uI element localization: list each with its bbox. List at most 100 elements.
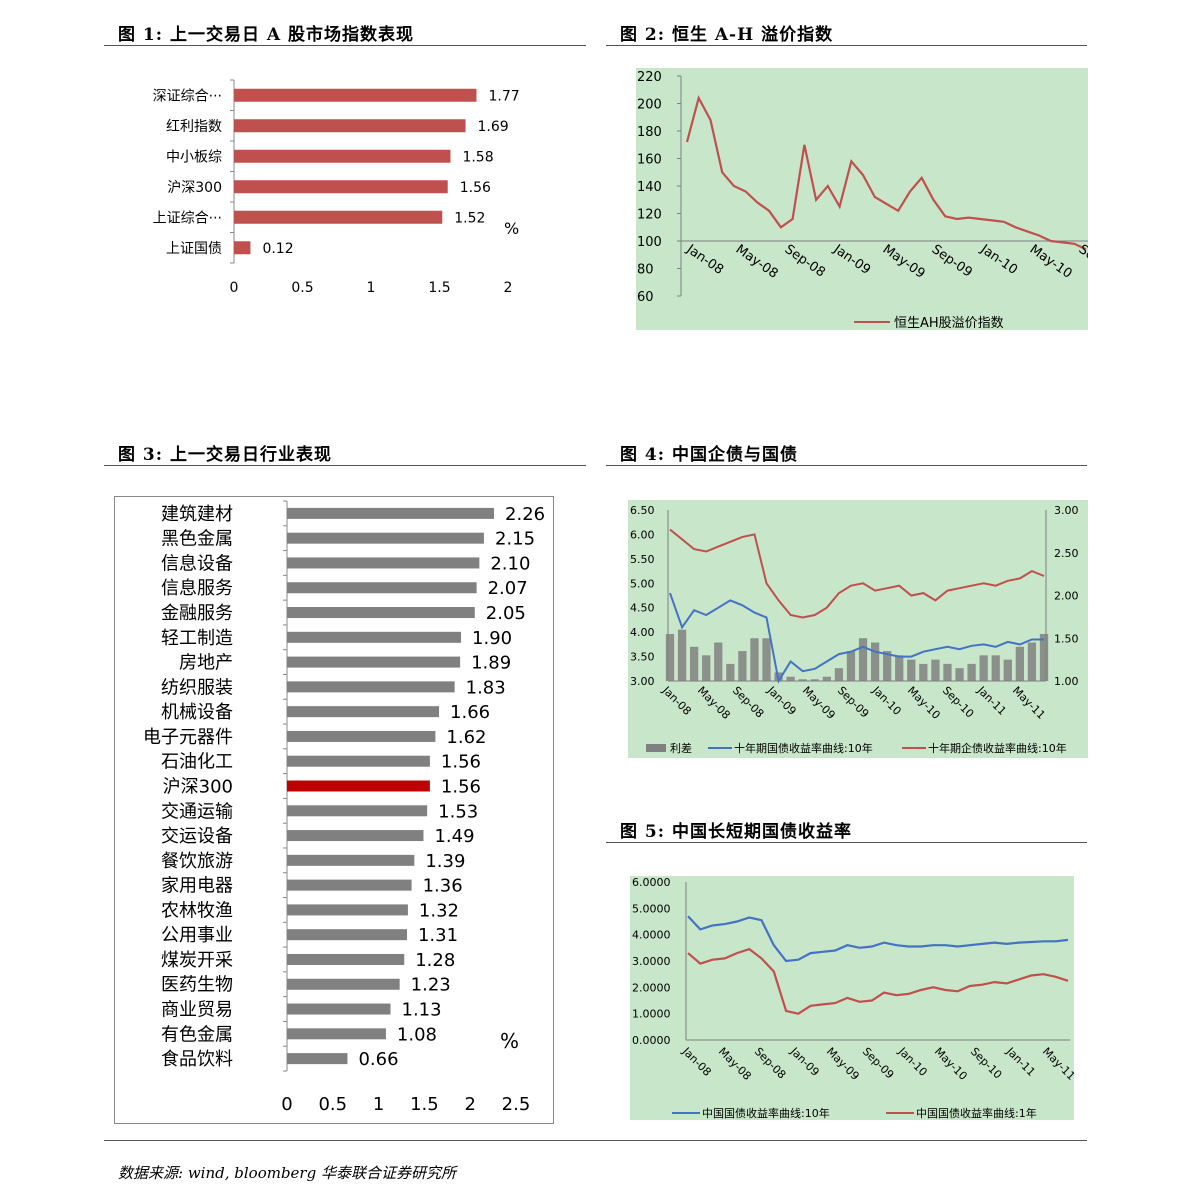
category-label: 食品饮料 (161, 1049, 233, 1070)
category-label: 交运设备 (161, 826, 233, 847)
data-label: 1.58 (462, 149, 493, 165)
spread-bar (822, 676, 831, 681)
spread-bar (991, 655, 1000, 681)
figure-5-title-rule (606, 842, 1087, 843)
series-line-10y (687, 915, 1069, 963)
bar (287, 631, 462, 643)
bar (287, 830, 424, 842)
y-right-tick-label: 2.50 (1054, 547, 1079, 560)
bar (287, 656, 461, 668)
y-tick-label: 200 (637, 98, 662, 113)
spread-bar (883, 651, 892, 681)
bar (287, 929, 407, 941)
y-right-tick-label: 2.00 (1054, 590, 1079, 603)
data-label: 1.49 (434, 826, 474, 847)
figure-5-title: 图 5: 中国长短期国债收益率 (620, 822, 852, 842)
x-tick-label: 0 (230, 280, 239, 296)
y-left-tick-label: 5.00 (630, 577, 655, 590)
data-label: 1.53 (438, 801, 478, 822)
data-label: 1.90 (472, 628, 512, 649)
spread-bar (665, 633, 675, 681)
data-label: 1.23 (411, 975, 451, 996)
legend-label: 中国国债收益率曲线:10年 (702, 1106, 830, 1120)
spread-bar (750, 638, 759, 681)
source-rule (104, 1140, 1087, 1141)
figure-2-title: 图 2: 恒生 A-H 溢价指数 (620, 25, 834, 45)
legend-label: 十年期企债收益率曲线:10年 (928, 741, 1067, 755)
bar (287, 978, 400, 990)
bar (287, 607, 475, 619)
bar (287, 507, 495, 519)
figure-4-chart: 3.00 3.50 4.00 4.50 5.00 5.50 6.00 6.50 1.00 1.50… (628, 500, 1088, 758)
category-label: 商业贸易 (161, 1000, 233, 1021)
x-tick-label: 0.5 (318, 1094, 347, 1115)
category-label: 煤炭开采 (161, 950, 233, 971)
y-tick-label: 0.0000 (632, 1034, 671, 1047)
category-label: 石油化工 (161, 752, 233, 773)
series-line-corp-10y (669, 528, 1045, 619)
spread-bar (858, 638, 868, 681)
series-line-govt-10y (669, 592, 1044, 684)
x-tick-label: 1 (367, 280, 376, 296)
spread-bar (1027, 642, 1037, 681)
bar (287, 904, 408, 916)
data-label: 1.28 (415, 950, 455, 971)
unit-label: % (504, 219, 519, 238)
category-label: 交通运输 (161, 801, 233, 822)
category-label: 公用事业 (161, 925, 233, 946)
spread-bar (895, 655, 904, 681)
bar (234, 149, 451, 163)
legend-label: 恒生AH股溢价指数 (894, 316, 1004, 330)
y-tick-label: 60 (637, 290, 654, 305)
y-tick-label: 4.0000 (632, 929, 671, 942)
y-left-tick-label: 5.50 (630, 553, 655, 566)
source-note: 数据来源: wind, bloomberg 华泰联合证券研究所 (118, 1164, 456, 1182)
y-right-tick-label: 1.50 (1054, 632, 1079, 645)
spread-bar (955, 668, 964, 681)
y-left-tick-label: 4.00 (630, 626, 655, 639)
data-label: 1.77 (488, 88, 519, 104)
bar (287, 706, 440, 718)
y-tick-label: 220 (637, 70, 662, 85)
y-tick-label: 6.0000 (632, 876, 671, 889)
data-label: 1.56 (441, 776, 481, 797)
bar (287, 681, 455, 693)
x-tick-label: 2.5 (502, 1094, 531, 1115)
bar (287, 730, 436, 742)
spread-bar (798, 679, 807, 681)
data-label: 0.66 (358, 1049, 398, 1070)
category-label: 纺织服装 (161, 677, 233, 698)
x-tick-label: 0 (281, 1094, 292, 1115)
spread-bar (979, 655, 988, 681)
bar (287, 1028, 386, 1040)
bar (287, 557, 480, 569)
spread-bar (919, 663, 928, 681)
category-label: 黑色金属 (161, 529, 233, 550)
data-label: 2.15 (495, 529, 535, 550)
y-left-tick-label: 3.00 (630, 675, 655, 688)
spread-bar (810, 679, 819, 681)
plot-background (628, 500, 1088, 758)
y-tick-label: 180 (637, 125, 662, 140)
category-label: 上证国债 (166, 241, 222, 257)
data-label: 2.10 (490, 553, 530, 574)
plot-background (630, 876, 1074, 1120)
data-label: 1.56 (460, 180, 491, 196)
category-label: 信息设备 (161, 553, 233, 574)
spread-bar (967, 663, 976, 681)
data-label: 1.69 (478, 119, 509, 135)
category-label: 金融服务 (161, 603, 233, 624)
legend-label: 中国国债收益率曲线:1年 (916, 1106, 1037, 1120)
spread-bar (1003, 659, 1012, 681)
y-tick-label: 3.0000 (632, 955, 671, 968)
bar (234, 210, 443, 224)
bar (287, 854, 415, 866)
spread-bar (689, 646, 699, 681)
spread-bar (1015, 646, 1025, 681)
data-label: 1.52 (454, 210, 485, 226)
y-right-tick-label: 1.00 (1054, 675, 1079, 688)
category-label: 沪深300 (167, 180, 222, 196)
bar (287, 780, 430, 792)
category-label: 轻工制造 (161, 628, 233, 649)
y-tick-label: 140 (637, 180, 662, 195)
